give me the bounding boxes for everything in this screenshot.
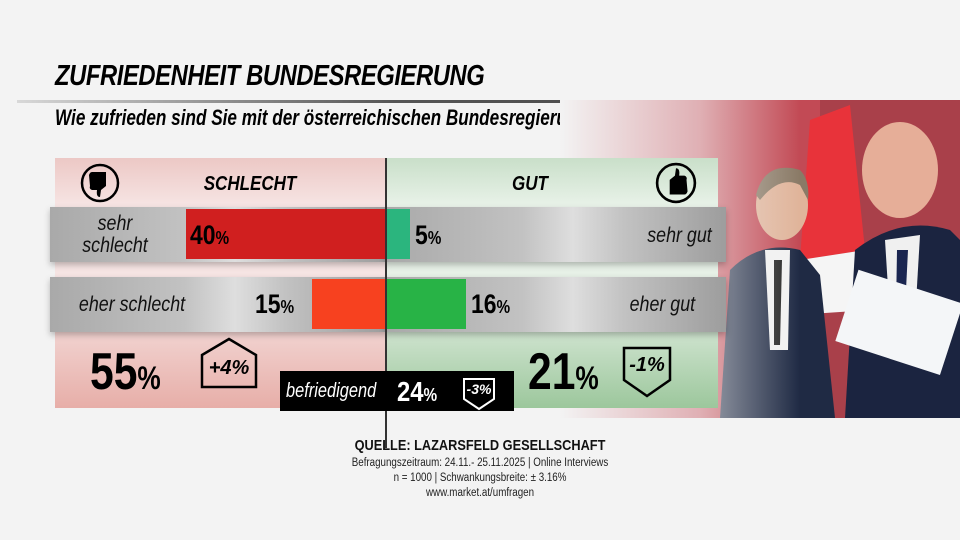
total-schlecht: 55% xyxy=(90,343,161,401)
source-sample: n = 1000 | Schwankungsbreite: ± 3.16% xyxy=(393,472,567,484)
bar-sehr-schlecht xyxy=(186,209,386,259)
title-rule xyxy=(17,100,960,103)
arrow-down-icon xyxy=(463,378,495,411)
change-down-badge: -1% xyxy=(622,346,672,398)
change-up-badge: +4% xyxy=(200,337,258,389)
label-befriedigend: befriedigend xyxy=(286,380,377,402)
bar-eher-gut xyxy=(386,279,466,329)
change-down-badge-neutral: -3% xyxy=(462,377,496,411)
neutral-box: befriedigend 24% -3% xyxy=(280,371,514,411)
arrow-down-icon xyxy=(622,346,672,398)
value-befriedigend: 24% xyxy=(397,376,438,407)
bar-sehr-gut xyxy=(386,209,410,259)
question-subtitle: Wie zufrieden sind Sie mit der österreic… xyxy=(55,105,599,130)
label-sehr-gut: sehr gut xyxy=(647,224,712,247)
row-sehr-gut xyxy=(386,207,726,262)
source-period: Befragungszeitraum: 24.11.- 25.11.2025 |… xyxy=(351,457,609,469)
value-eher-schlecht: 15% xyxy=(255,289,295,319)
heading-schlecht: SCHLECHT xyxy=(203,173,297,195)
label-eher-schlecht: eher schlecht xyxy=(78,293,186,316)
center-divider xyxy=(385,158,387,448)
total-gut: 21% xyxy=(528,343,599,401)
thumbs-up-icon xyxy=(655,162,697,204)
value-eher-gut: 16% xyxy=(471,289,511,319)
thumbs-down-icon xyxy=(80,163,120,203)
value-sehr-gut: 5% xyxy=(415,220,442,250)
label-sehr-schlecht: sehr schlecht xyxy=(82,212,148,257)
arrow-up-icon xyxy=(200,337,258,389)
page-title: ZUFRIEDENHEIT BUNDESREGIERUNG xyxy=(55,60,485,92)
value-sehr-schlecht: 40% xyxy=(190,220,230,250)
bar-eher-schlecht xyxy=(312,279,386,329)
source-title: QUELLE: LAZARSFELD GESELLSCHAFT xyxy=(354,437,606,454)
source-url: www.market.at/umfragen xyxy=(425,487,535,499)
label-eher-gut: eher gut xyxy=(629,293,696,316)
heading-gut: GUT xyxy=(512,173,548,195)
